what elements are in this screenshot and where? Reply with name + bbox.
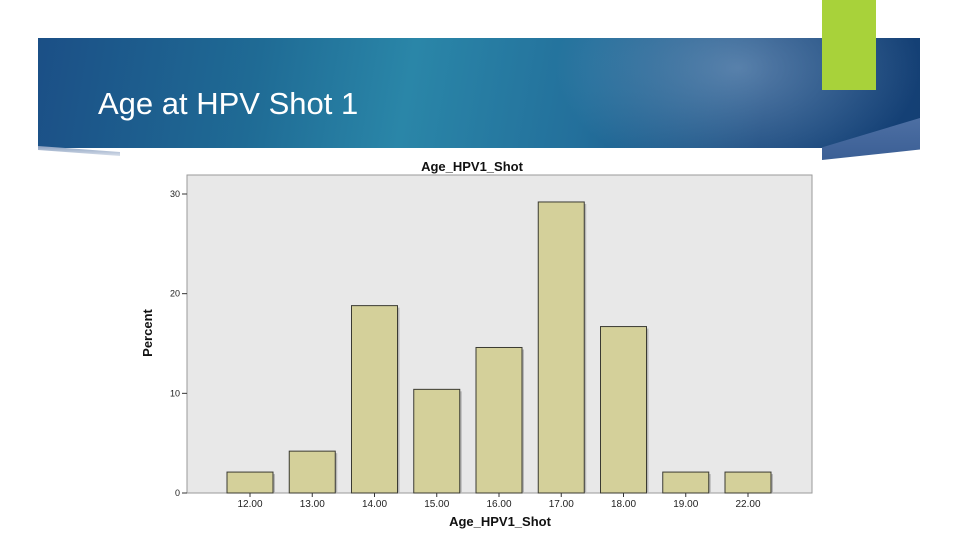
- bars: [226, 201, 773, 494]
- banner-shadow: [38, 146, 120, 156]
- y-tick-label: 0: [175, 488, 180, 498]
- x-tick-label: 19.00: [673, 499, 698, 510]
- x-tick-label: 12.00: [237, 499, 262, 510]
- x-axis-label: Age_HPV1_Shot: [449, 514, 552, 529]
- y-tick-label: 10: [170, 388, 180, 398]
- bar-22.00: [724, 471, 772, 494]
- slide-title: Age at HPV Shot 1: [98, 86, 359, 121]
- x-tick-label: 18.00: [611, 499, 636, 510]
- bar-13.00: [288, 450, 336, 494]
- bar-18.00: [600, 326, 647, 494]
- bar-15.00: [413, 388, 461, 494]
- title-banner: [38, 38, 920, 148]
- bar-chart: Age_HPV1_Shot Percent Age_HPV1_Shot 0 10 2…: [140, 159, 813, 529]
- x-tick-label: 14.00: [362, 499, 387, 510]
- x-tick-label: 16.00: [486, 499, 511, 510]
- x-tick-label: 13.00: [300, 499, 325, 510]
- x-tick-label: 17.00: [549, 499, 574, 510]
- bar-17.00: [537, 201, 585, 494]
- bar-16.00: [475, 346, 523, 494]
- bar-19.00: [662, 471, 710, 494]
- x-tick-label: 22.00: [735, 499, 760, 510]
- accent-bar: [822, 0, 876, 90]
- x-tick-label: 15.00: [424, 499, 449, 510]
- chart-title: Age_HPV1_Shot: [421, 159, 524, 174]
- bar-12.00: [226, 471, 274, 494]
- bar-14.00: [351, 305, 398, 494]
- y-axis: 0 10 20 30: [170, 189, 187, 498]
- y-tick-label: 20: [170, 289, 180, 299]
- y-tick-label: 30: [170, 189, 180, 199]
- x-axis: 12.00 13.00 14.00 15.00 16.00 17.00 18.00 19.00…: [237, 493, 761, 510]
- chart-container: Age_HPV1_Shot Percent Age_HPV1_Shot 0 10 2…: [120, 150, 820, 540]
- y-axis-label: Percent: [140, 308, 155, 356]
